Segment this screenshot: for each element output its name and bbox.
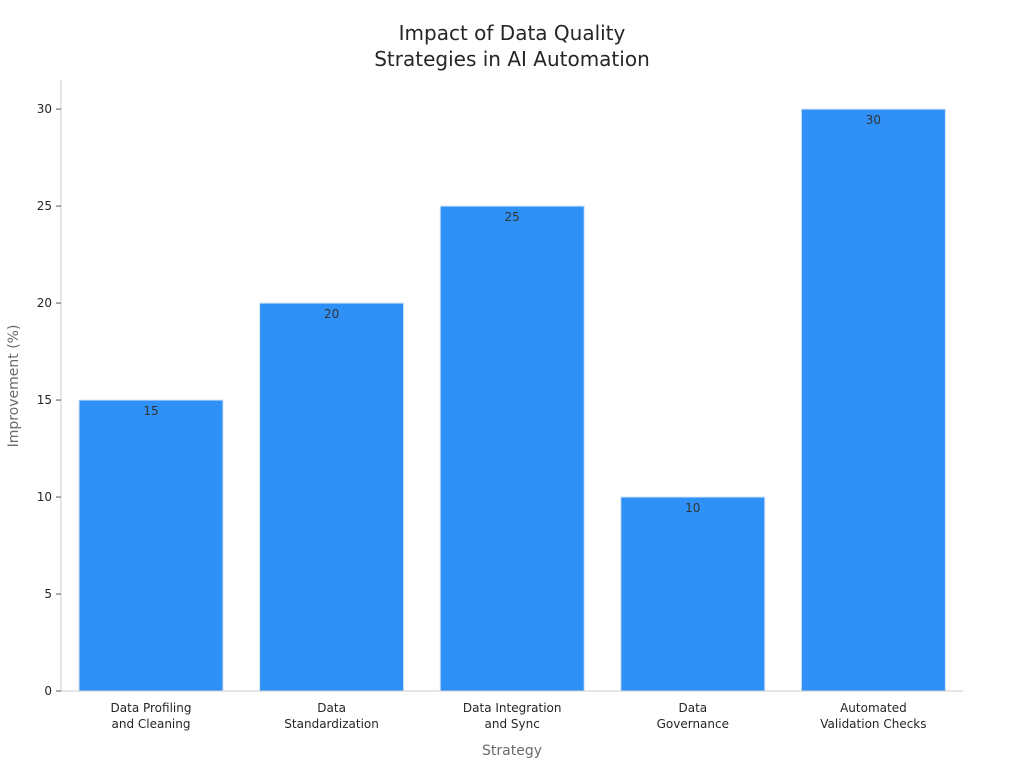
x-tick-label-1-1: Standardization	[284, 717, 379, 731]
y-tick-label-2: 10	[37, 490, 52, 504]
x-tick-label-0-0: Data Profiling	[111, 701, 192, 715]
y-tick-label-3: 15	[37, 393, 52, 407]
y-tick-label-1: 5	[44, 587, 52, 601]
x-axis-label: Strategy	[482, 743, 542, 759]
chart-title-line-1: Impact of Data Quality	[399, 21, 626, 45]
x-tick-label-3-1: Governance	[657, 717, 729, 731]
bar-2	[439, 205, 585, 692]
chart-title: Impact of Data Quality Strategies in AI …	[374, 21, 650, 71]
bars-layer	[78, 108, 946, 692]
x-tick-label-2-1: and Sync	[485, 717, 540, 731]
y-tick-label-5: 25	[37, 199, 52, 213]
x-tick-label-2-0: Data Integration	[463, 701, 562, 715]
chart-title-line-2: Strategies in AI Automation	[374, 47, 650, 71]
data-label-2: 25	[505, 210, 520, 224]
bar-1	[259, 302, 405, 692]
data-label-4: 30	[866, 113, 881, 127]
y-tick-label-4: 20	[37, 296, 52, 310]
y-axis-label: Improvement (%)	[6, 325, 22, 448]
axes-layer: Data Profiling and Cleaning Data Standardiz…	[37, 80, 963, 731]
labels-layer: 15 20 25 10 30	[143, 113, 881, 515]
x-tick-label-4-1: Validation Checks	[820, 717, 926, 731]
y-tick-label-6: 30	[37, 102, 52, 116]
bar-0	[78, 399, 224, 692]
y-tick-label-0: 0	[44, 684, 52, 698]
data-label-3: 10	[685, 501, 700, 515]
data-label-1: 20	[324, 307, 339, 321]
bar-3	[620, 496, 766, 692]
x-tick-label-0-1: and Cleaning	[111, 717, 190, 731]
x-tick-label-3-0: Data	[678, 701, 707, 715]
x-tick-label-4-0: Automated	[840, 701, 907, 715]
bar-4	[800, 108, 946, 692]
x-tick-label-1-0: Data	[317, 701, 346, 715]
data-label-0: 15	[143, 404, 158, 418]
